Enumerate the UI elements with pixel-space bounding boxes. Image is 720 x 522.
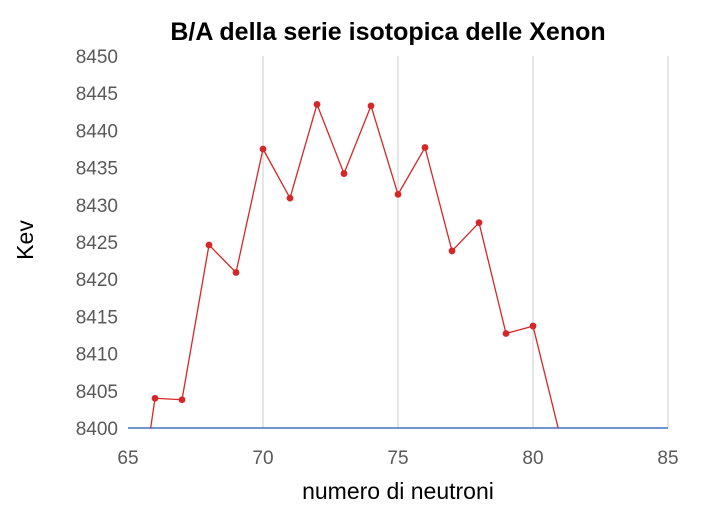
data-point	[448, 247, 456, 255]
series-line-segment	[150, 398, 156, 428]
data-point	[367, 102, 375, 110]
data-point	[394, 190, 402, 198]
x-tick-label: 80	[522, 448, 543, 469]
y-tick-label: 8425	[76, 233, 118, 254]
series-line-segment	[343, 105, 372, 174]
x-axis-label: numero di neutroni	[302, 478, 494, 504]
series-line-segment	[397, 147, 426, 195]
data-point	[421, 144, 429, 151]
chart-title: B/A della serie isotopica delle Xenon	[170, 18, 605, 46]
y-tick-label: 8400	[76, 419, 118, 440]
series-line-segment	[532, 325, 559, 428]
y-tick-label: 8420	[76, 270, 118, 291]
y-tick-label: 8445	[76, 84, 118, 105]
data-point	[178, 396, 186, 404]
y-tick-labels: 8400 8405 8410 8415 8420 8425 8430 8435 8440 8445…	[76, 47, 118, 440]
data-point	[205, 241, 213, 249]
y-tick-label: 8430	[76, 196, 118, 217]
series-line-segment	[154, 397, 183, 401]
series-line-segment	[181, 244, 210, 400]
data-point	[259, 145, 267, 153]
series-line-segment	[316, 104, 345, 174]
y-tick-label: 8410	[76, 345, 118, 366]
x-tick-labels: 65 70 75 80 85	[117, 448, 678, 469]
x-tick-label: 85	[657, 448, 678, 469]
series-line-segment	[478, 222, 507, 334]
plot-area	[150, 100, 559, 428]
y-tick-label: 8435	[76, 159, 118, 180]
y-tick-label: 8440	[76, 121, 118, 142]
series-line-segment	[505, 325, 534, 335]
series-line-segment	[235, 148, 264, 273]
y-tick-label: 8405	[76, 382, 118, 403]
data-point	[340, 170, 348, 177]
grid-lines	[262, 56, 669, 428]
series-line-segment	[370, 105, 399, 195]
x-tick-label: 65	[117, 448, 138, 469]
series-line-segment	[262, 148, 291, 199]
data-point	[502, 330, 510, 337]
series-line-segment	[451, 222, 480, 252]
data-point	[232, 269, 240, 276]
y-tick-label: 8450	[76, 47, 118, 68]
y-axis-label: Kev	[12, 220, 38, 260]
series-line-segment	[208, 244, 237, 273]
x-tick-label: 75	[387, 448, 408, 469]
data-point	[529, 322, 537, 330]
series	[150, 100, 559, 428]
data-point	[475, 219, 483, 227]
data-point	[151, 394, 159, 402]
series-line-segment	[424, 147, 453, 252]
x-tick-label: 70	[252, 448, 273, 469]
data-point	[286, 194, 294, 202]
series-line-segment	[289, 104, 318, 199]
y-tick-label: 8415	[76, 307, 118, 328]
data-point	[313, 100, 321, 108]
